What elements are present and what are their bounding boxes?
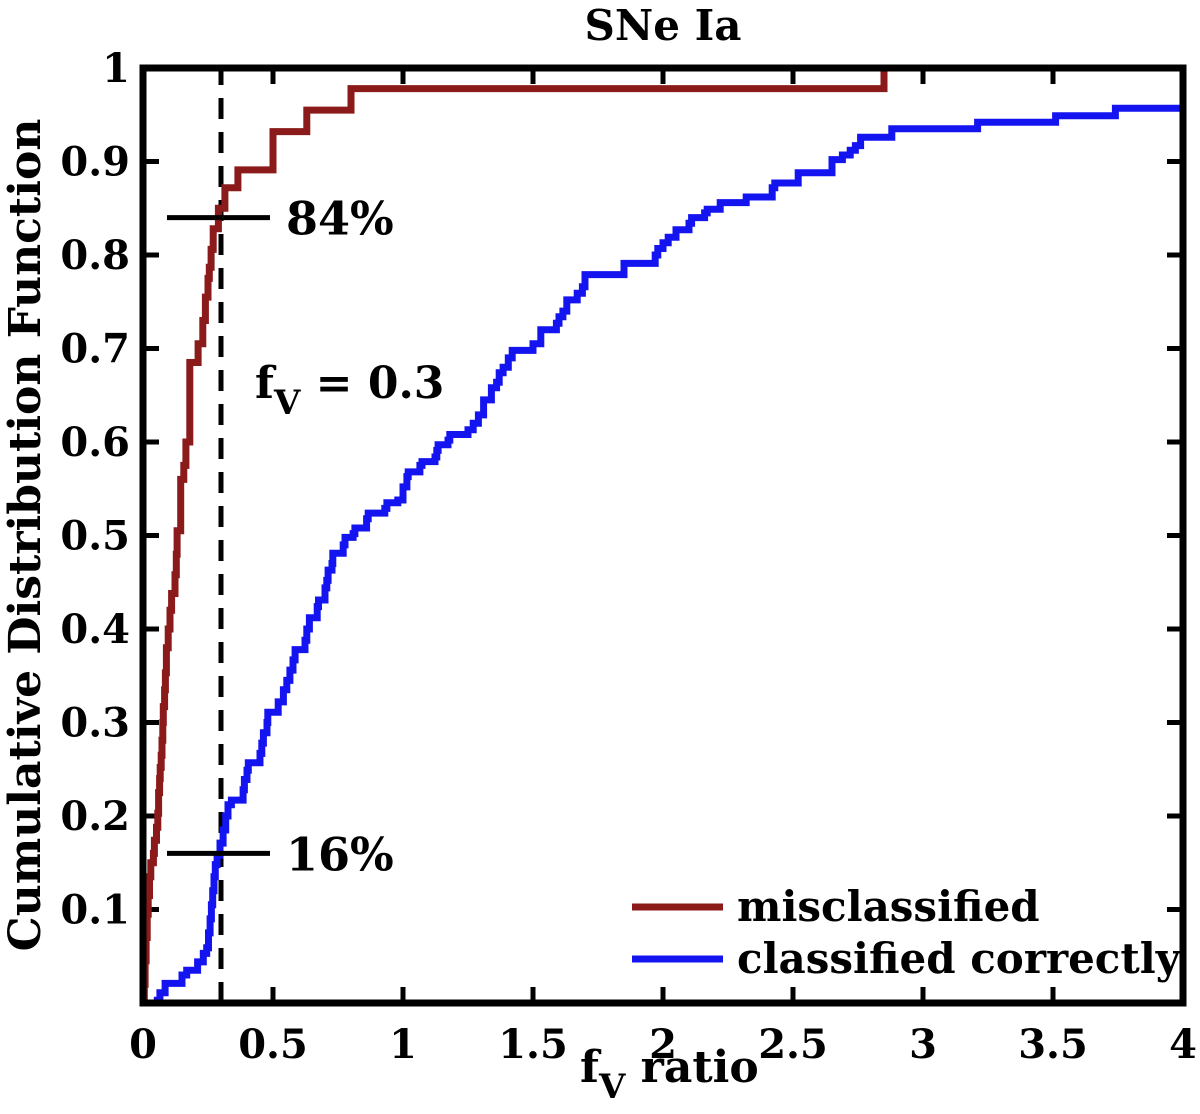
chart-title: SNe Ia (585, 1, 742, 50)
threshold-annotation-suffix: = 0.3 (300, 358, 444, 409)
x-axis-label-prefix: f (580, 1042, 602, 1093)
x-tick-label: 3.5 (1018, 1021, 1088, 1068)
y-tick-label: 0.4 (60, 606, 130, 653)
x-axis-label-suffix: ratio (625, 1042, 758, 1093)
x-axis-label-subscript: V (598, 1067, 626, 1107)
y-axis-label: Cumulative Distribution Function (0, 119, 51, 952)
y-tick-label: 0.1 (60, 887, 130, 934)
misclassified-curve (140, 68, 888, 1003)
y-tick-label: 1 (102, 45, 130, 92)
p16-annotation: 16% (286, 827, 394, 881)
axis-ticks: 0 0.5 1 1.5 2 2.5 3 3.5 4 0.1 0.2 0.3 0.4 0.5 0.6 0.7 0.… (60, 45, 1197, 1068)
y-tick-label: 0.9 (60, 139, 130, 186)
y-tick-label: 0.8 (60, 232, 130, 279)
x-tick-label: 0.5 (238, 1021, 308, 1068)
threshold-annotation-prefix: f (255, 358, 277, 409)
x-tick-label: 1.5 (498, 1021, 568, 1068)
legend-label-classified-correctly: classified correctly (737, 934, 1182, 983)
x-axis-label: fV ratio (580, 1042, 759, 1107)
classified-correctly-curve (153, 104, 1183, 1004)
x-tick-label: 1 (389, 1021, 417, 1068)
y-tick-label: 0.3 (60, 700, 130, 747)
legend: misclassified classified correctly (632, 882, 1182, 983)
y-tick-label: 0.2 (60, 793, 130, 840)
p84-annotation: 84% (286, 192, 394, 246)
y-tick-label: 0.7 (60, 326, 130, 373)
x-tick-label: 2 (649, 1021, 677, 1068)
plot-frame (139, 64, 1187, 1007)
threshold-annotation-subscript: V (273, 383, 301, 423)
x-tick-label: 3 (909, 1021, 937, 1068)
y-tick-label: 0.5 (60, 513, 130, 560)
legend-label-misclassified: misclassified (737, 882, 1040, 931)
x-tick-label: 4 (1169, 1021, 1197, 1068)
x-tick-label: 2.5 (758, 1021, 828, 1068)
threshold-annotation: fV = 0.3 (255, 358, 444, 423)
y-tick-label: 0.6 (60, 419, 130, 466)
x-tick-label: 0 (129, 1021, 157, 1068)
